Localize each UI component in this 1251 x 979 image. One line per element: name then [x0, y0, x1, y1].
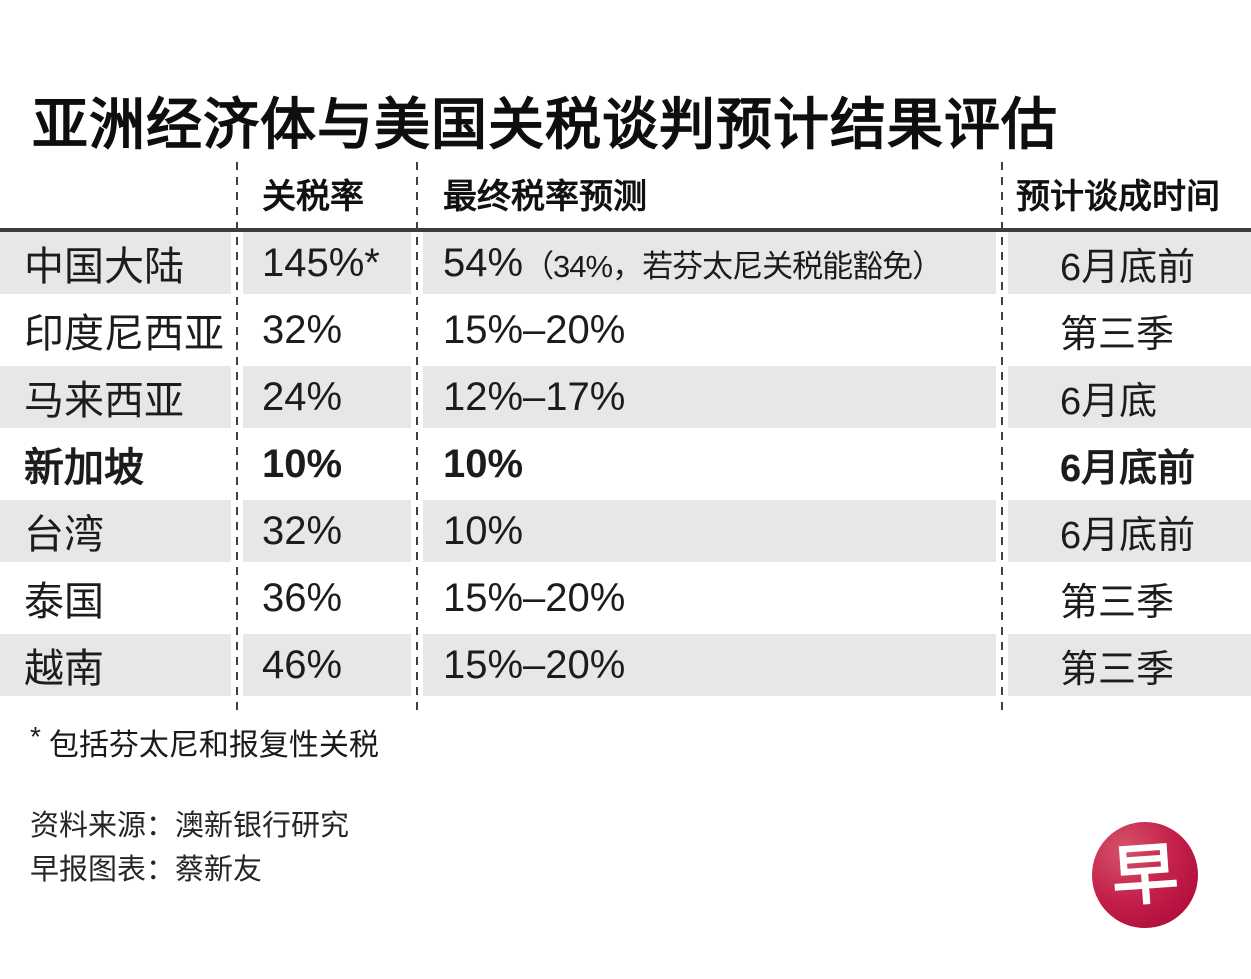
zaobao-logo: 早	[1092, 822, 1198, 928]
zaobao-logo-glyph: 早	[1109, 835, 1181, 915]
tariff-rate: 36%	[243, 567, 423, 634]
timing-value: 6月底	[1008, 366, 1251, 433]
table-row-china: 中国大陆 145%* 54% （34%，若芬太尼关税能豁免） 6月底前	[0, 232, 1251, 299]
column-separator-2	[416, 162, 418, 710]
prediction-value: 15%–20%	[423, 634, 1008, 701]
economy-name: 中国大陆	[0, 232, 243, 299]
tariff-rate: 32%	[243, 299, 423, 366]
column-separator-3	[1001, 162, 1003, 710]
timing-value: 6月底前	[1008, 500, 1251, 567]
prediction-value: 15%–20%	[423, 299, 1008, 366]
tariff-rate: 32%	[243, 500, 423, 567]
prediction-value: 10%	[423, 500, 1008, 567]
table-row-taiwan: 台湾 32% 10% 6月底前	[0, 500, 1251, 567]
tariff-rate: 10%	[243, 433, 423, 500]
source-credit: 资料来源：澳新银行研究	[30, 810, 350, 842]
footnote-asterisk: *	[30, 721, 41, 752]
table-row-thailand: 泰国 36% 15%–20% 第三季	[0, 567, 1251, 634]
table-row-malaysia: 马来西亚 24% 12%–17% 6月底	[0, 366, 1251, 433]
table-row-vietnam: 越南 46% 15%–20% 第三季	[0, 634, 1251, 701]
table-header-row: 关税率 最终税率预测 预计谈成时间	[0, 160, 1251, 228]
prediction-main: 54%	[443, 240, 524, 285]
economy-name: 越南	[0, 634, 243, 701]
chart-credit: 早报图表：蔡新友	[30, 854, 263, 886]
tariff-rate: 145%*	[243, 232, 423, 299]
header-cell-timing: 预计谈成时间	[1016, 178, 1220, 216]
prediction-value: 15%–20%	[423, 567, 1008, 634]
tariff-rate: 46%	[243, 634, 423, 701]
table-row-indonesia: 印度尼西亚 32% 15%–20% 第三季	[0, 299, 1251, 366]
header-cell-prediction: 最终税率预测	[443, 178, 647, 216]
economy-name: 台湾	[0, 500, 243, 567]
timing-value: 第三季	[1008, 299, 1251, 366]
credits-block: 资料来源：澳新银行研究 早报图表：蔡新友	[30, 804, 349, 892]
timing-value: 6月底前	[1008, 232, 1251, 299]
table-body: 中国大陆 145%* 54% （34%，若芬太尼关税能豁免） 6月底前 印度尼西亚…	[0, 232, 1251, 701]
footnote: * 包括芬太尼和报复性关税	[30, 720, 379, 764]
economy-name: 泰国	[0, 567, 243, 634]
footnote-text: 包括芬太尼和报复性关税	[48, 729, 379, 762]
economy-name: 新加坡	[0, 433, 243, 500]
economy-name: 马来西亚	[0, 366, 243, 433]
tariff-rate: 24%	[243, 366, 423, 433]
prediction-value: 54% （34%，若芬太尼关税能豁免）	[423, 232, 1008, 299]
header-rule	[0, 228, 1251, 232]
timing-value: 第三季	[1008, 634, 1251, 701]
column-separator-1	[236, 162, 238, 710]
page-title: 亚洲经济体与美国关税谈判预计结果评估	[32, 93, 1058, 156]
header-cell-tariff: 关税率	[262, 178, 364, 216]
prediction-value: 10%	[423, 433, 1008, 500]
timing-value: 第三季	[1008, 567, 1251, 634]
timing-value: 6月底前	[1008, 433, 1251, 500]
economy-name: 印度尼西亚	[0, 299, 243, 366]
table-row-singapore: 新加坡 10% 10% 6月底前	[0, 433, 1251, 500]
prediction-value: 12%–17%	[423, 366, 1008, 433]
prediction-note: （34%，若芬太尼关税能豁免）	[523, 248, 943, 284]
